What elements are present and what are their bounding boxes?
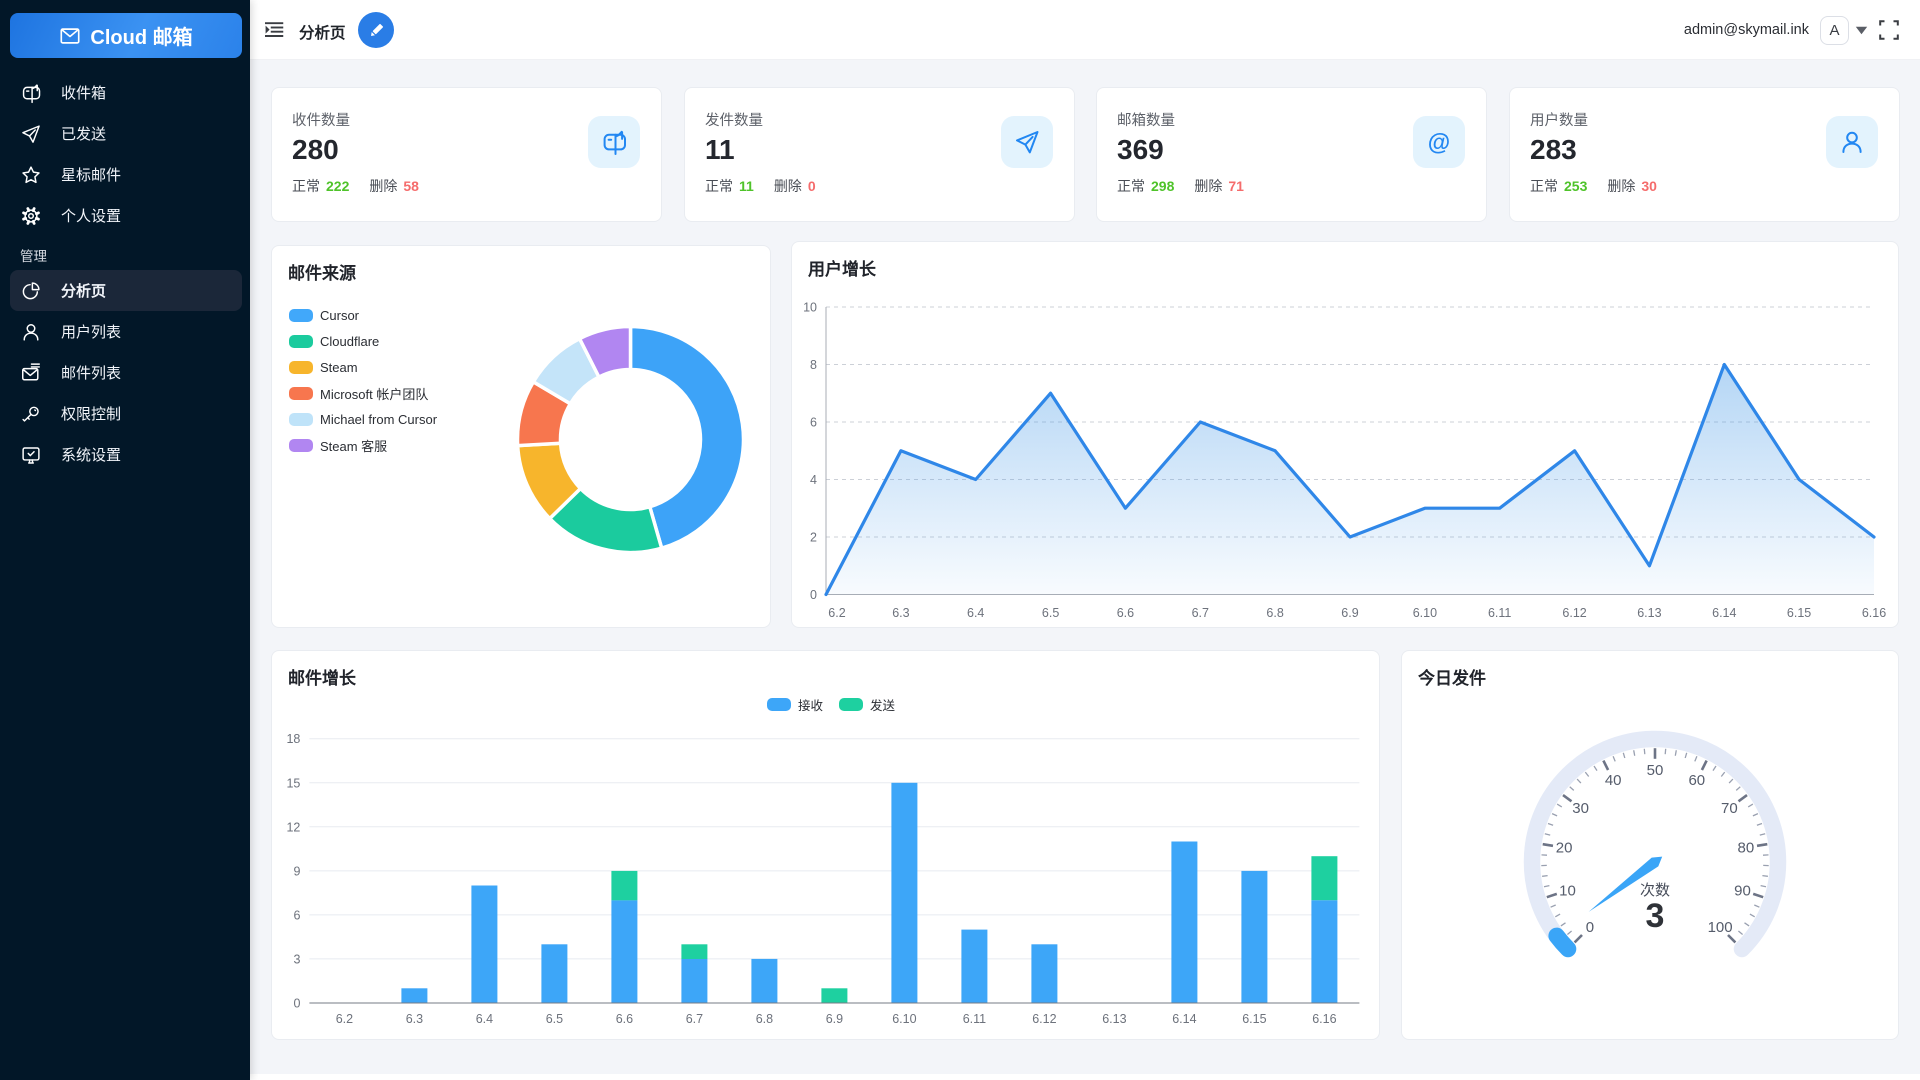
svg-text:50: 50 [1647,762,1664,779]
svg-text:4: 4 [810,473,817,487]
svg-text:3: 3 [293,952,300,966]
svg-text:6.4: 6.4 [967,606,984,620]
svg-text:6.8: 6.8 [1266,606,1283,620]
svg-text:10: 10 [1559,882,1576,899]
svg-text:6.15: 6.15 [1242,1012,1266,1026]
svg-text:40: 40 [1605,772,1622,789]
svg-text:15: 15 [286,776,300,790]
svg-text:6.9: 6.9 [826,1012,843,1026]
svg-text:6.7: 6.7 [686,1012,703,1026]
svg-text:6.3: 6.3 [892,606,909,620]
svg-text:60: 60 [1688,772,1705,789]
svg-text:6.16: 6.16 [1312,1012,1336,1026]
svg-text:6.11: 6.11 [1488,606,1511,620]
svg-text:6.2: 6.2 [336,1012,353,1026]
svg-text:6.2: 6.2 [828,606,845,620]
svg-text:6: 6 [810,416,817,430]
svg-text:6.5: 6.5 [1042,606,1059,620]
svg-text:6.8: 6.8 [756,1012,773,1026]
svg-text:6.14: 6.14 [1172,1012,1196,1026]
svg-text:6.10: 6.10 [892,1012,916,1026]
svg-text:6.9: 6.9 [1341,606,1358,620]
svg-text:6.6: 6.6 [616,1012,633,1026]
svg-text:6.12: 6.12 [1032,1012,1056,1026]
svg-text:30: 30 [1572,800,1589,817]
svg-text:80: 80 [1738,840,1755,857]
svg-text:6.13: 6.13 [1102,1012,1126,1026]
svg-text:6.4: 6.4 [476,1012,493,1026]
svg-text:100: 100 [1708,919,1733,936]
svg-text:6.15: 6.15 [1787,606,1811,620]
svg-text:6.10: 6.10 [1413,606,1437,620]
svg-text:次数: 次数 [1640,882,1670,899]
svg-text:6.11: 6.11 [963,1012,986,1026]
svg-text:0: 0 [293,997,300,1011]
svg-text:6.16: 6.16 [1862,606,1886,620]
svg-text:70: 70 [1721,800,1738,817]
svg-text:@: @ [1428,129,1450,155]
svg-text:0: 0 [810,588,817,602]
svg-text:9: 9 [293,864,300,878]
svg-text:6: 6 [293,908,300,922]
svg-text:6.5: 6.5 [546,1012,563,1026]
svg-text:0: 0 [1586,919,1594,936]
svg-text:20: 20 [1556,840,1573,857]
svg-text:18: 18 [286,732,300,746]
svg-text:6.6: 6.6 [1117,606,1134,620]
svg-text:6.13: 6.13 [1637,606,1661,620]
svg-text:8: 8 [810,358,817,372]
svg-text:6.14: 6.14 [1712,606,1736,620]
svg-text:6.7: 6.7 [1192,606,1209,620]
svg-text:3: 3 [1646,897,1665,935]
svg-text:2: 2 [810,531,817,545]
svg-text:12: 12 [286,820,300,834]
svg-text:10: 10 [803,301,817,315]
svg-text:6.3: 6.3 [406,1012,423,1026]
svg-text:90: 90 [1734,882,1751,899]
svg-text:6.12: 6.12 [1562,606,1586,620]
